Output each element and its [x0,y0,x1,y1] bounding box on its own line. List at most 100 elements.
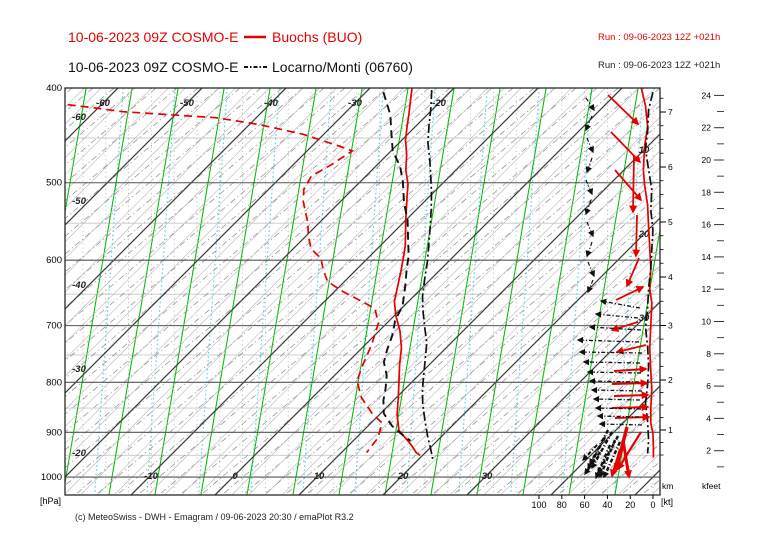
isotherm-label: -30 [348,98,362,109]
wind-arrow-locarno [586,368,642,376]
wind-arrow-locarno [594,444,612,480]
run-label-station1: Run : 09-06-2023 12Z +021h [598,32,721,43]
km-tick-label: 1 [668,425,673,435]
kfeet-tick-label: 4 [706,413,711,423]
wind-arrow-locarno [602,441,622,479]
isotherm-label: -60 [72,112,86,123]
kt-unit-label: [kt] [661,497,674,507]
wind-arrow-locarno [585,179,593,196]
wind-arrow-locarno [594,311,639,319]
title-station1-name: Buochs (BUO) [272,29,363,45]
title-station2-name: Locarno/Monti (06760) [272,59,413,75]
wind-arrow-buochs [610,131,642,164]
title-station1-model: 10-06-2023 09Z COSMO-E [68,29,239,45]
isotherm-label: 30 [639,313,650,324]
wind-arrow-buochs [607,94,640,126]
isotherm-label: 0 [232,471,238,482]
kt-tick-label: 60 [580,500,590,510]
curve-locarno-monti-wind-speed [644,91,654,454]
copyright-footer: (c) MeteoSwiss - DWH - Emagram / 09-06-2… [75,512,354,522]
wind-arrow-buochs [615,344,647,355]
kt-tick-label: 100 [531,500,546,510]
wind-arrow-buochs [613,391,650,400]
title-station2-model: 10-06-2023 09Z COSMO-E [68,59,239,75]
curve-buochs-buo-temperature [393,88,421,457]
kfeet-tick-label: 8 [706,349,711,359]
kt-axis: 100 80 60 40 20 0 [531,495,656,510]
isotherm-label: 30 [482,471,493,482]
isotherm-label: -20 [432,98,446,109]
km-tick-label: 7 [668,107,673,117]
kfeet-tick-label: 6 [706,381,711,391]
wind-arrow-locarno [588,324,642,331]
wind-arrow-locarno [598,439,617,479]
wind-arrow-locarno [582,444,598,461]
isotherm-label: -40 [264,98,278,109]
wind-arrow-locarno [585,241,593,258]
kfeet-tick-label: 12 [702,284,712,294]
isotherm-label: 20 [397,471,409,482]
wind-arrow-locarno [588,377,640,385]
wind-arrow-buochs [613,365,648,374]
wind-arrow-buochs [629,154,638,214]
isotherm-label: -40 [72,280,86,291]
wind-arrow-locarno [576,336,640,344]
wind-arrow-buochs [611,403,650,412]
km-unit-label: km [662,481,674,491]
kt-tick-label: 20 [625,500,635,510]
wind-arrow-buochs [611,379,649,388]
run-label-station2: Run : 09-06-2023 12Z +021h [598,60,721,71]
wind-arrow-locarno [596,412,640,420]
wind-arrow-locarno [594,404,642,412]
pressure-tick-label: 900 [46,427,62,438]
km-tick-label: 2 [668,375,673,385]
wind-arrow-buochs [614,413,651,422]
pressure-tick-label: 800 [46,377,62,388]
kfeet-tick-label: 14 [702,252,712,262]
kt-tick-label: 0 [650,500,655,510]
km-axis: 1 2 3 4 5 6 7 [660,97,673,456]
isotherm-label: -60 [96,98,110,109]
wind-arrow-locarno [586,436,607,471]
wind-arrow-buochs [614,169,643,202]
wind-arrow-locarno [590,431,614,470]
kfeet-tick-label: 20 [702,155,712,165]
legend-line-station2 [244,66,268,68]
kfeet-tick-label: 2 [706,446,711,456]
wind-arrow-locarno [586,221,594,238]
pressure-tick-label: 400 [46,83,62,94]
plot-grid [65,88,660,495]
curve-buochs-buo-wind-speed [640,88,655,458]
km-tick-label: 4 [668,272,673,282]
isotherm-label: -50 [72,196,86,207]
wind-arrow-locarno [582,358,641,366]
wind-arrows [576,94,651,480]
wind-arrow-locarno [592,395,641,403]
isotherm-label: -30 [72,364,86,375]
legend-line-station1 [244,35,266,39]
pressure-tick-label: 600 [46,255,62,266]
pressure-axis: 400 500 600 700 800 900 1000 [41,83,62,483]
wind-arrow-locarno [585,97,595,112]
wind-arrow-buochs [615,286,645,301]
kfeet-tick-label: 10 [702,317,712,327]
wind-arrow-locarno [587,261,595,278]
pressure-unit-label: [hPa] [40,496,62,506]
kt-tick-label: 80 [557,500,567,510]
pressure-tick-label: 700 [46,321,62,332]
isotherm-label: 20 [638,229,650,240]
isotherm-label: -10 [144,471,158,482]
wind-arrow-buochs [609,448,622,478]
wind-arrow-locarno [584,451,601,476]
isotherm-labels: -60 -50 -40 -30 -20 -60 -50 -40 -30 -20 10 20 30 -10 0… [72,98,650,482]
pressure-tick-label: 1000 [41,472,62,483]
km-tick-label: 5 [668,217,673,227]
kfeet-tick-label: 18 [702,187,712,197]
wind-arrow-buochs [625,257,640,288]
isotherm-label: -20 [72,448,86,459]
wind-arrow-buochs [632,214,641,258]
profile-curves [67,88,655,459]
pressure-tick-label: 500 [46,178,62,189]
